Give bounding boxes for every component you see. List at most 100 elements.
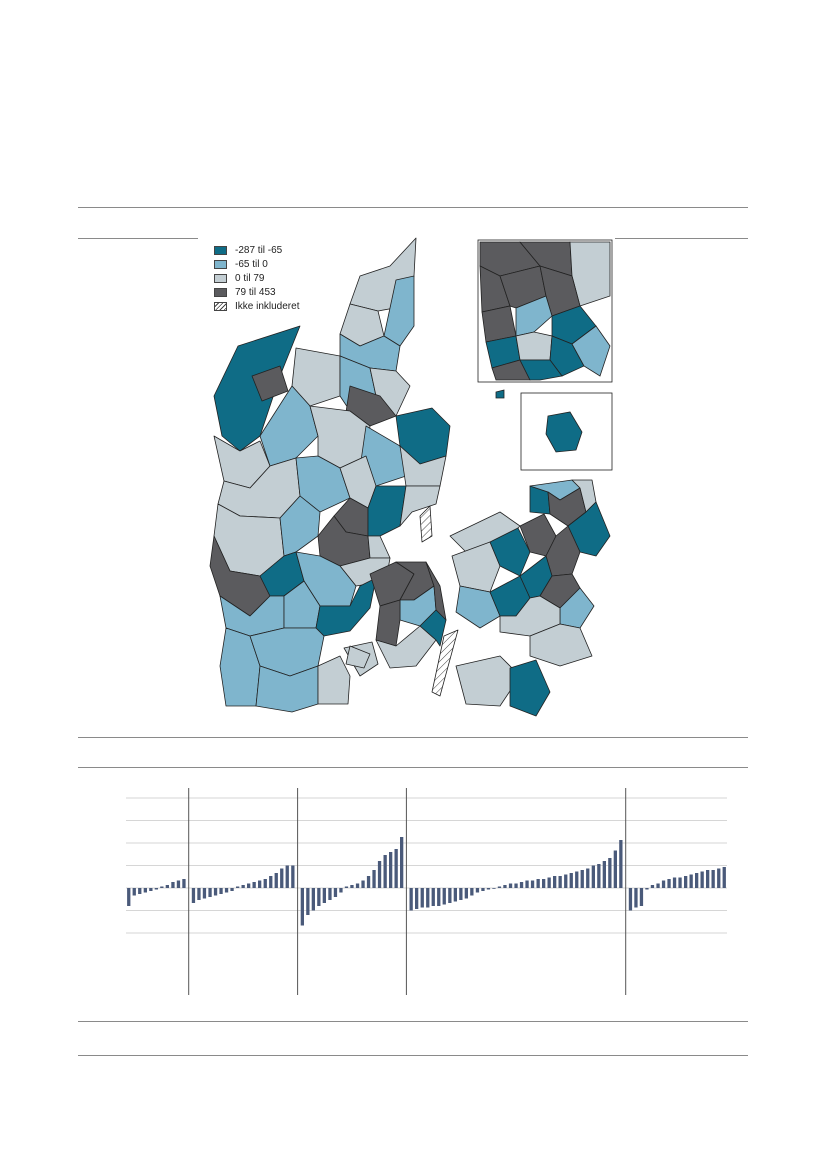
chart-bar	[503, 885, 507, 888]
chart-bar	[409, 888, 413, 911]
chart-bar	[339, 888, 343, 893]
chart-bar	[317, 888, 321, 906]
chart-bar	[586, 868, 590, 888]
chart-bar	[269, 876, 273, 888]
legend-swatch	[214, 259, 227, 269]
chart-bar	[219, 888, 223, 894]
chart-bar	[191, 888, 196, 903]
chart-bar	[475, 888, 480, 893]
denmark-choropleth-map	[209, 237, 613, 717]
chart-bar	[678, 877, 682, 888]
chart-bar	[717, 868, 721, 888]
chart-bar	[355, 883, 360, 888]
chart-bar	[420, 888, 424, 908]
legend-label: 79 til 453	[235, 286, 276, 298]
region-slagelse	[455, 585, 501, 629]
chart-bar	[564, 874, 568, 888]
region-christianso	[495, 389, 505, 399]
map-rule-right	[615, 238, 748, 239]
chart-bar	[389, 852, 393, 888]
chart-bar	[481, 888, 485, 891]
municipality-bar-chart	[126, 788, 727, 995]
legend-label: -287 til -65	[235, 244, 283, 256]
region-aeroe	[345, 645, 371, 669]
chart-bar	[667, 879, 671, 888]
chart-bar	[661, 880, 666, 888]
chart-bar	[138, 888, 142, 894]
chart-bar	[328, 888, 332, 900]
chart-bar	[575, 871, 579, 888]
chart-bar	[530, 880, 535, 888]
chart-bar	[536, 879, 540, 888]
chart-bar	[448, 888, 452, 903]
chart-bar	[514, 883, 518, 888]
chart-bar	[383, 855, 387, 888]
chart-bar	[285, 865, 289, 888]
region-holbaek	[489, 527, 531, 577]
chart-bar	[236, 886, 240, 888]
chart-bar	[143, 888, 147, 893]
chart-bar	[132, 888, 136, 896]
chart-bar	[492, 888, 496, 889]
chart-bar	[230, 888, 234, 891]
map-legend: -287 til -65 -65 til 0 0 til 79 79 til 4…	[214, 243, 299, 313]
chart-bar	[263, 879, 267, 888]
map-bottom-rule	[78, 737, 748, 738]
chart-bar	[197, 888, 201, 900]
chart-bar	[127, 888, 131, 906]
chart-bar	[372, 870, 376, 888]
chart-bar	[213, 888, 218, 896]
chart-bar	[613, 850, 617, 888]
bornholm-inset	[495, 389, 613, 471]
legend-item: 0 til 79	[214, 271, 299, 285]
chart-bottom-rule	[78, 1021, 748, 1022]
chart-bar	[602, 861, 606, 888]
region-norddjurs	[399, 445, 447, 487]
legend-swatch	[214, 273, 227, 283]
chart-bar	[160, 886, 164, 888]
legend-item: -65 til 0	[214, 257, 299, 271]
chart-bar	[252, 882, 256, 888]
region-aarhus	[367, 485, 407, 537]
chart-bar	[165, 885, 169, 888]
chart-bar	[597, 864, 601, 888]
chart-bar	[580, 870, 584, 888]
legend-swatch	[214, 245, 227, 255]
chart-bar	[553, 876, 557, 888]
region-sonderborg	[317, 655, 351, 705]
legend-label: -65 til 0	[235, 258, 268, 270]
chart-bar	[700, 871, 704, 888]
chart-bar	[634, 888, 638, 908]
legend-swatch	[214, 287, 227, 297]
chart-bar	[291, 865, 295, 888]
chart-bar	[459, 888, 463, 900]
chart-bar	[322, 888, 326, 903]
region-nyborg	[419, 609, 447, 647]
chart-bar	[525, 880, 529, 888]
map-rule-left	[78, 238, 198, 239]
chart-bar	[361, 880, 365, 888]
chart-bar	[470, 888, 474, 896]
chart-bar	[300, 888, 304, 926]
chart-bar	[306, 888, 310, 915]
region-guldborgsund	[509, 659, 551, 717]
chart-bar	[426, 888, 430, 908]
chart-bar	[400, 837, 404, 888]
chart-bar	[650, 885, 655, 888]
chart-bar	[247, 883, 251, 888]
region-kalundborg	[451, 541, 501, 593]
chart-bar	[202, 888, 207, 899]
chart-bar	[154, 888, 158, 890]
chart-bar	[442, 888, 446, 905]
legend-item: Ikke inkluderet	[214, 299, 299, 313]
region-naestved	[499, 595, 561, 637]
chart-bar	[274, 873, 278, 888]
region-bornholm	[545, 411, 583, 453]
chart-bar	[415, 888, 419, 909]
chart-bar	[464, 888, 468, 899]
region-assens	[375, 599, 401, 647]
chart-bar	[628, 888, 633, 911]
chart-bar	[645, 888, 649, 890]
chart-bar	[508, 883, 513, 888]
chart-bar	[656, 883, 660, 888]
